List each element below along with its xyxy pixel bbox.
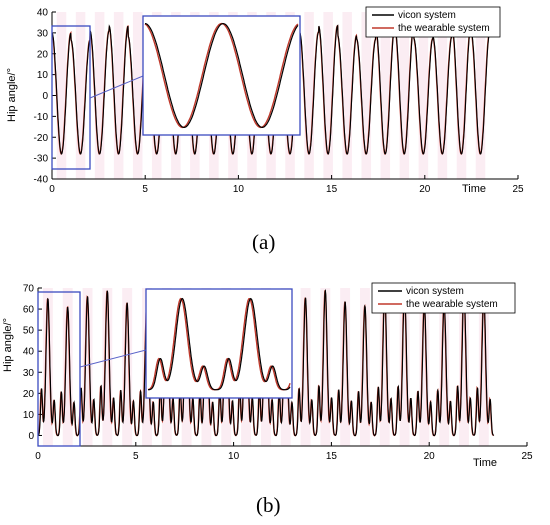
shaded-region <box>102 288 113 446</box>
shaded-region <box>132 12 143 179</box>
y-tick-label: 0 <box>28 431 34 442</box>
chart-a-legend-wearable: the wearable system <box>398 23 490 34</box>
y-tick-label: -30 <box>34 154 49 165</box>
inset-line-wearable <box>147 297 291 391</box>
shaded-region <box>323 12 333 179</box>
x-tick-label: 25 <box>521 451 533 462</box>
x-tick-label: 5 <box>142 184 148 195</box>
x-tick-label: 5 <box>133 451 139 462</box>
shaded-region <box>361 12 372 179</box>
shaded-region <box>456 12 467 179</box>
y-tick-label: 20 <box>23 389 35 400</box>
shaded-region <box>399 12 410 179</box>
x-tick-label: 25 <box>512 184 524 195</box>
y-tick-label: 40 <box>37 8 49 19</box>
y-tick-label: -20 <box>34 133 49 144</box>
chart-a-legend: vicon system the wearable system <box>365 6 501 38</box>
shaded-region <box>320 288 331 446</box>
chart-a-zoom-inset <box>142 15 301 136</box>
chart-a-legend-vicon: vicon system <box>398 10 456 21</box>
chart-b-legend: vicon system the wearable system <box>371 282 516 314</box>
y-tick-label: 30 <box>37 28 49 39</box>
y-tick-label: 40 <box>23 347 35 358</box>
chart-b-ticks: 0 5 10 15 20 25 0 10 20 30 40 50 60 70 <box>23 284 533 463</box>
x-tick-label: 20 <box>424 451 436 462</box>
x-tick-label: 20 <box>419 184 431 195</box>
chart-a-series <box>51 24 491 155</box>
chart-a: 0 5 10 15 20 25 -40 -30 -20 -10 0 10 20 30 40 Hip angl… <box>6 6 524 254</box>
chart-a-zoom-connector <box>89 75 144 99</box>
y-tick-label: 10 <box>23 410 35 421</box>
panel-label-b: (b) <box>256 493 281 517</box>
x-tick-label: 0 <box>49 184 55 195</box>
y-tick-label: 10 <box>37 70 49 81</box>
shaded-region <box>340 288 351 446</box>
shaded-region <box>113 12 124 179</box>
y-tick-label: 50 <box>23 326 35 337</box>
inset-line-vicon <box>145 23 299 129</box>
x-tick-label: 10 <box>233 184 245 195</box>
chart-b-legend-wearable: the wearable system <box>406 299 498 310</box>
chart-a-ticks: 0 5 10 15 20 25 -40 -30 -20 -10 0 10 20 30 40 <box>34 8 524 196</box>
shaded-region <box>304 12 314 179</box>
chart-a-y-axis-title: Hip angle/° <box>6 68 18 122</box>
shaded-region <box>300 288 311 446</box>
shaded-region <box>380 12 391 179</box>
shaded-region <box>379 288 390 446</box>
shaded-region <box>437 12 448 179</box>
shaded-region <box>418 12 429 179</box>
shaded-region <box>399 288 410 446</box>
chart-b-y-axis-title: Hip angle/° <box>2 318 14 372</box>
shaded-region <box>342 12 352 179</box>
inset-line-vicon <box>148 297 291 391</box>
chart-b-zoom-connector <box>79 349 147 368</box>
panel-label-a: (a) <box>252 230 275 254</box>
x-tick-label: 0 <box>35 451 41 462</box>
y-tick-label: 60 <box>23 305 35 316</box>
shaded-region <box>82 288 93 446</box>
chart-b-zoom-inset <box>145 288 293 399</box>
y-tick-label: 30 <box>23 368 35 379</box>
shaded-region <box>359 288 370 446</box>
y-tick-label: 70 <box>23 284 35 295</box>
y-tick-label: 0 <box>42 91 48 102</box>
chart-b-x-axis-title: Time <box>473 457 497 469</box>
shaded-region <box>478 288 489 446</box>
shaded-region <box>122 288 133 446</box>
chart-a-x-axis-title: Time <box>462 183 486 195</box>
shaded-region <box>475 12 486 179</box>
shaded-region <box>75 12 86 179</box>
series-line-vicon <box>51 24 491 155</box>
chart-b: 0 5 10 15 20 25 0 10 20 30 40 50 60 70 Hip angle/° Ti… <box>2 282 533 517</box>
chart-b-zoom-source-box <box>37 291 81 447</box>
y-tick-label: -40 <box>34 175 49 186</box>
shaded-region <box>42 288 53 446</box>
shaded-region <box>439 288 450 446</box>
y-tick-label: 20 <box>37 49 49 60</box>
x-tick-label: 10 <box>228 451 240 462</box>
shaded-region <box>94 12 105 179</box>
shaded-region <box>62 288 73 446</box>
shaded-region <box>459 288 469 446</box>
x-tick-label: 15 <box>326 184 338 195</box>
y-tick-label: -10 <box>34 112 49 123</box>
shaded-region <box>56 12 67 179</box>
chart-b-legend-vicon: vicon system <box>406 286 464 297</box>
shaded-region <box>419 288 430 446</box>
x-tick-label: 15 <box>326 451 338 462</box>
